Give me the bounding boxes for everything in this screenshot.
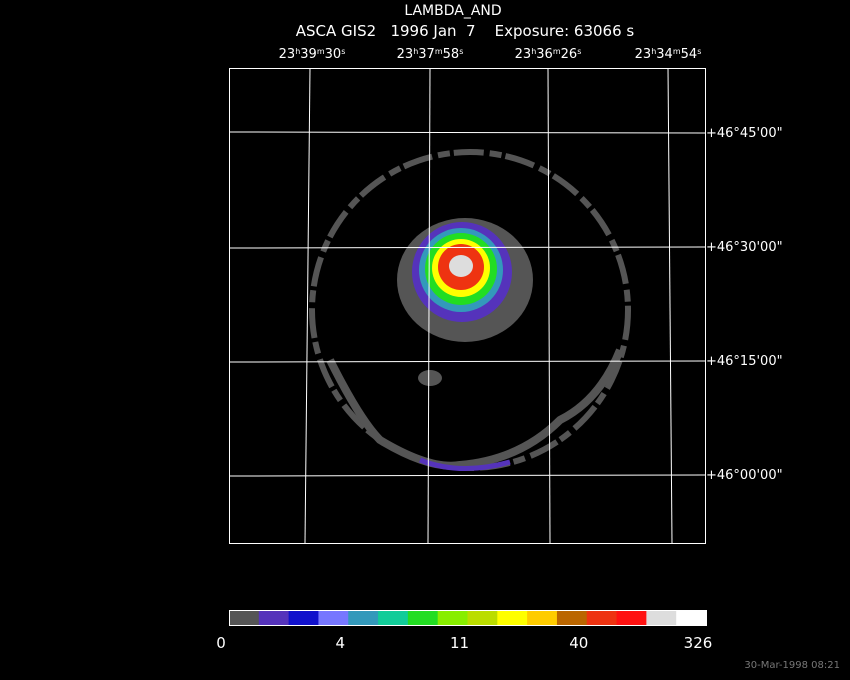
- ra-label-part: 7: [427, 47, 435, 62]
- colorbar-swatch: [646, 610, 677, 625]
- ra-label: 23h39m30s: [279, 47, 346, 63]
- ra-label-part: m: [553, 47, 561, 56]
- spot: [418, 370, 442, 386]
- colorbar-swatch: [586, 610, 618, 625]
- ra-label-part: s: [459, 47, 463, 56]
- dec-label: +46°30'00": [706, 240, 783, 255]
- colorbar-swatch: [348, 610, 379, 625]
- ra-label-part: h: [651, 47, 656, 56]
- grid-line: [228, 474, 707, 477]
- grid-line: [228, 360, 707, 363]
- ring-lower: [326, 348, 624, 470]
- ra-label-part: 9: [309, 47, 317, 62]
- ra-label-part: 5: [443, 47, 451, 62]
- image: [309, 149, 631, 471]
- ra-label-part: 4: [689, 47, 697, 62]
- colorbar-swatch: [229, 610, 260, 625]
- ra-label-part: 3: [523, 47, 531, 62]
- grid-line: [228, 246, 707, 249]
- dec-label: +46°00'00": [706, 468, 783, 483]
- colorbar-swatch: [676, 610, 707, 625]
- ra-label-part: 0: [333, 47, 341, 62]
- grid-line: [304, 67, 311, 544]
- ra-label-part: 5: [681, 47, 689, 62]
- colorbar-swatch: [556, 610, 588, 625]
- ra-label-part: 3: [325, 47, 333, 62]
- ra-label: 23h34m54s: [635, 47, 702, 63]
- ra-label-part: 6: [569, 47, 577, 62]
- ra-label-part: s: [577, 47, 581, 56]
- grid: [228, 67, 707, 544]
- colorbar-label: 326: [684, 634, 713, 652]
- ra-label-part: 2: [397, 47, 405, 62]
- ra-label-part: 3: [643, 47, 651, 62]
- colorbar-label: 40: [569, 634, 588, 652]
- colorbar-swatch: [258, 610, 290, 625]
- ra-label-part: 3: [656, 47, 664, 62]
- colorbar-swatch: [527, 610, 558, 625]
- ra-label-part: 2: [515, 47, 523, 62]
- ra-label-part: 3: [536, 47, 544, 62]
- grid-line: [547, 67, 551, 544]
- grid-line: [667, 67, 673, 544]
- ra-label-part: 8: [451, 47, 459, 62]
- ra-label: 23h36m26s: [515, 47, 582, 63]
- ra-label-part: m: [673, 47, 681, 56]
- ra-label-part: 6: [545, 47, 553, 62]
- ra-label-part: 3: [418, 47, 426, 62]
- ra-label-part: m: [435, 47, 443, 56]
- ra-label-part: m: [317, 47, 325, 56]
- ra-label-part: 3: [300, 47, 308, 62]
- colorbar-swatch: [378, 610, 409, 625]
- ra-label-part: 4: [665, 47, 673, 62]
- ra-label-part: 3: [287, 47, 295, 62]
- subtitle: ASCA GIS2 1996 Jan 7 Exposure: 63066 s: [296, 22, 635, 40]
- colorbar-swatch: [407, 610, 439, 625]
- colorbar-swatch: [616, 610, 647, 625]
- colorbar-swatch: [497, 610, 528, 625]
- dec-label: +46°15'00": [706, 354, 783, 369]
- grid-line: [228, 131, 707, 134]
- dec-label: +46°45'00": [706, 126, 783, 141]
- timestamp: 30-Mar-1998 08:21: [744, 660, 840, 671]
- blob-core: [449, 255, 473, 277]
- colorbar-swatch: [437, 610, 468, 625]
- ra-label-part: h: [413, 47, 418, 56]
- ra-label-part: 3: [405, 47, 413, 62]
- colorbar-label: 0: [216, 634, 226, 652]
- ra-label-part: 2: [279, 47, 287, 62]
- ra-label-part: 2: [635, 47, 643, 62]
- ra-label: 23h37m58s: [397, 47, 464, 63]
- frame: [229, 68, 706, 544]
- colorbar-swatch: [467, 610, 498, 625]
- grid-line: [427, 67, 431, 544]
- ra-label-part: 2: [561, 47, 569, 62]
- ra-label-part: s: [697, 47, 701, 56]
- title: LAMBDA_AND: [404, 3, 501, 19]
- ra-label-part: h: [295, 47, 300, 56]
- colorbar-frame: [229, 610, 707, 626]
- ra-label-part: h: [531, 47, 536, 56]
- colorbar-swatch: [318, 610, 349, 625]
- colorbar-label: 4: [335, 634, 345, 652]
- colorbar-swatch: [288, 610, 319, 625]
- ra-label-part: s: [341, 47, 345, 56]
- colorbar-label: 11: [450, 634, 469, 652]
